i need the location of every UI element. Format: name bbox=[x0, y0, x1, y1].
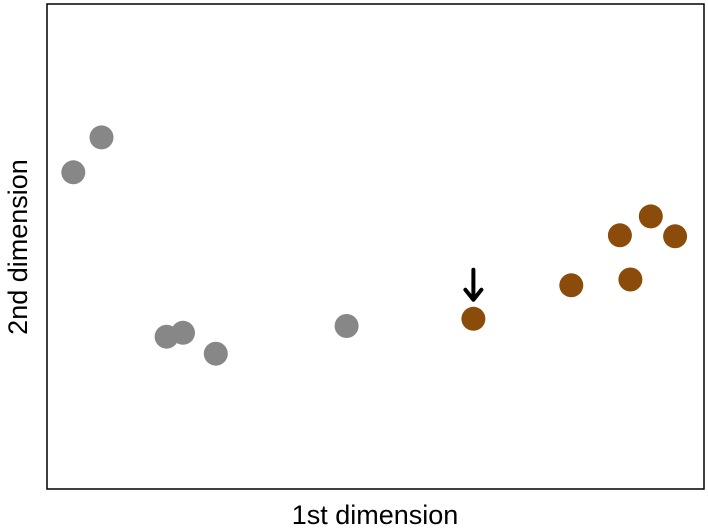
y-axis-title: 2nd dimension bbox=[3, 159, 33, 335]
data-point-series-1-6 bbox=[334, 314, 359, 338]
data-point-series-1-2 bbox=[89, 125, 114, 150]
plot-frame bbox=[46, 3, 705, 490]
data-point-series-2-6 bbox=[663, 224, 688, 249]
annotations bbox=[463, 267, 484, 302]
arrow-annotation-1 bbox=[463, 267, 484, 302]
data-point-series-1-4 bbox=[171, 320, 195, 345]
data-point-series-2-4 bbox=[618, 267, 643, 292]
data-points bbox=[61, 125, 688, 366]
data-point-series-1-1 bbox=[61, 160, 86, 185]
data-point-series-1-5 bbox=[203, 341, 228, 366]
data-point-series-2-3 bbox=[607, 223, 632, 248]
data-point-series-2-1 bbox=[461, 306, 486, 331]
arrow-head bbox=[463, 287, 484, 302]
data-point-series-2-2 bbox=[559, 273, 584, 298]
x-axis-title: 1st dimension bbox=[292, 500, 459, 529]
data-point-series-2-5 bbox=[638, 204, 663, 229]
